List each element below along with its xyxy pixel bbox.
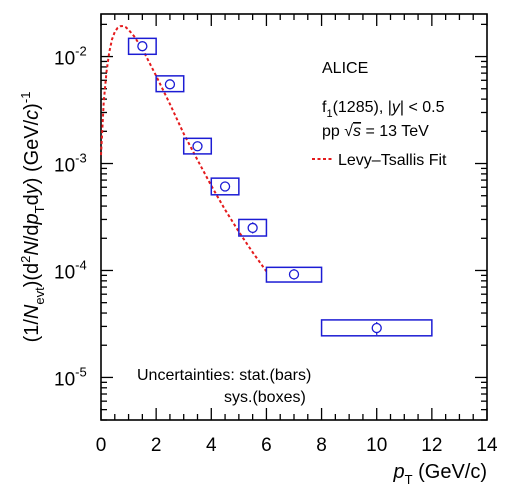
- point-marker: [371, 322, 382, 334]
- y-tick-label: 10-2: [54, 44, 87, 70]
- point-marker: [137, 41, 148, 52]
- y-tick-labels: 10-2 10-3 10-4 10-5: [54, 44, 87, 391]
- particle-label: f1(1285), |y| < 0.5: [322, 99, 445, 120]
- experiment-label: ALICE: [322, 60, 368, 77]
- point-marker: [219, 181, 231, 192]
- y-tick-label: 10-5: [54, 364, 87, 390]
- data-point: [265, 266, 323, 283]
- sys-box: [155, 75, 185, 93]
- point-marker: [164, 79, 176, 90]
- sys-box: [127, 37, 157, 56]
- sys-box: [210, 177, 240, 196]
- y-axis-title: (1/Nevt)(d2N/dpTdy) (GeV/c)-1: [18, 92, 47, 343]
- y-tick-label: 10-4: [54, 257, 87, 283]
- x-tick-label: 0: [96, 435, 107, 456]
- x-tick-label: 12: [421, 435, 442, 456]
- x-tick-label: 14: [476, 435, 498, 456]
- x-axis-title: pT (GeV/c): [392, 461, 487, 487]
- data-point: [127, 37, 157, 56]
- point-marker: [192, 141, 203, 152]
- x-tick-label: 4: [206, 435, 217, 456]
- fit-curve: [100, 25, 268, 273]
- x-tick-label: 2: [151, 435, 162, 456]
- point-marker: [247, 222, 258, 234]
- point-marker: [288, 269, 300, 280]
- data-point: [320, 319, 433, 337]
- data-point: [210, 177, 240, 196]
- data-point: [155, 75, 185, 93]
- fit-group: [100, 25, 268, 273]
- ticks: [100, 14, 488, 421]
- system-label: pp √s = 13 TeV: [322, 123, 429, 140]
- uncertainty-label-2: sys.(boxes): [224, 389, 306, 406]
- sys-box: [238, 218, 268, 237]
- y-tick-label: 10-3: [54, 151, 87, 177]
- legend-fit-label: Levy–Tsallis Fit: [338, 152, 447, 169]
- data-points: [127, 37, 433, 337]
- data-point: [238, 218, 268, 237]
- sys-box: [265, 266, 323, 283]
- sys-box: [320, 319, 433, 337]
- sys-box: [182, 137, 213, 155]
- x-tick-label: 10: [366, 435, 387, 456]
- x-tick-label: 8: [316, 435, 327, 456]
- plot-frame: [100, 13, 488, 421]
- uncertainty-label-1: Uncertainties: stat.(bars): [137, 367, 311, 384]
- data-point: [182, 137, 213, 155]
- x-tick-label: 6: [261, 435, 272, 456]
- x-tick-labels: 0 2 4 6 8 10 12 14: [96, 435, 498, 456]
